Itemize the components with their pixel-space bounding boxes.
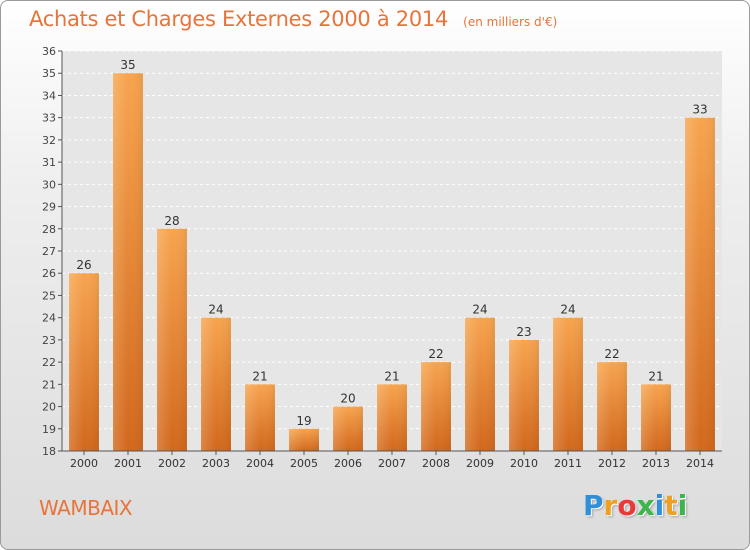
y-tick-label: 22 — [42, 356, 56, 369]
bar-shine — [377, 384, 407, 451]
y-tick-label: 36 — [42, 45, 56, 58]
x-tick-label: 2009 — [466, 457, 494, 470]
bar-2012 — [597, 362, 627, 451]
bar-2002 — [157, 228, 187, 451]
data-label: 20 — [340, 392, 355, 406]
bar-shine — [597, 362, 627, 451]
data-label: 24 — [560, 303, 575, 317]
bar-shine — [421, 362, 451, 451]
logo-letter: t — [664, 489, 678, 522]
x-tick-label: 2005 — [290, 457, 318, 470]
bar-shine — [465, 317, 495, 451]
bar-shine — [69, 273, 99, 451]
y-tick-label: 31 — [42, 156, 56, 169]
x-tick-label: 2014 — [686, 457, 714, 470]
title-row: Achats et Charges Externes 2000 à 2014 (… — [29, 7, 557, 31]
logo-letter: P — [583, 489, 604, 522]
data-label: 28 — [164, 214, 179, 228]
data-label: 24 — [208, 303, 223, 317]
x-tick-label: 2010 — [510, 457, 538, 470]
y-tick-label: 27 — [42, 245, 56, 258]
bar-2006 — [333, 406, 363, 451]
y-tick-label: 20 — [42, 401, 56, 414]
y-tick-label: 24 — [42, 312, 56, 325]
y-tick-label: 21 — [42, 378, 56, 391]
y-tick-label: 29 — [42, 201, 56, 214]
x-tick-label: 2006 — [334, 457, 362, 470]
x-tick-label: 2002 — [158, 457, 186, 470]
y-tick-label: 35 — [42, 67, 56, 80]
data-label: 26 — [76, 258, 91, 272]
data-label: 22 — [604, 347, 619, 361]
y-tick-label: 30 — [42, 178, 56, 191]
logo-letter: o — [617, 489, 637, 522]
logo-letter: i — [654, 489, 665, 522]
x-tick-label: 2008 — [422, 457, 450, 470]
bar-shine — [509, 339, 539, 451]
bar-2000 — [69, 273, 99, 451]
bars — [69, 73, 715, 452]
bar-2014 — [685, 117, 715, 452]
y-tick-label: 25 — [42, 289, 56, 302]
proxiti-logo: Proxiti — [583, 489, 687, 522]
bar-2004 — [245, 384, 275, 451]
y-axis-ticks: 18 19 20 21 22 23 24 25 26 27 28 29 30 31 32 33 34 35 36 — [42, 45, 62, 458]
bar-2013 — [641, 384, 671, 451]
bar-shine — [685, 117, 715, 452]
y-tick-label: 23 — [42, 334, 56, 347]
bar-2003 — [201, 317, 231, 451]
bar-shine — [333, 406, 363, 451]
bar-2008 — [421, 362, 451, 451]
x-tick-label: 2011 — [554, 457, 582, 470]
y-tick-label: 18 — [42, 445, 56, 458]
logo-letter: r — [603, 489, 618, 522]
y-tick-label: 28 — [42, 223, 56, 236]
x-tick-label: 2004 — [246, 457, 274, 470]
commune-name: WAMBAIX — [39, 496, 133, 520]
bar-2007 — [377, 384, 407, 451]
x-tick-label: 2000 — [70, 457, 98, 470]
data-labels: 26 35 28 24 21 19 20 21 22 24 23 24 22 21 33 — [76, 58, 707, 428]
bar-2009 — [465, 317, 495, 451]
x-tick-label: 2001 — [114, 457, 142, 470]
logo-letter: x — [636, 489, 655, 522]
y-tick-label: 26 — [42, 267, 56, 280]
y-tick-label: 34 — [42, 89, 56, 102]
data-label: 19 — [296, 414, 311, 428]
x-axis-ticks: 2000 2001 2002 2003 2004 2005 2006 2007 2008 2009… — [70, 451, 714, 470]
bar-shine — [113, 73, 143, 451]
data-label: 21 — [648, 369, 663, 383]
x-tick-label: 2003 — [202, 457, 230, 470]
data-label: 35 — [120, 58, 135, 72]
chart-title: Achats et Charges Externes 2000 à 2014 — [29, 7, 449, 31]
bar-shine — [201, 317, 231, 451]
data-label: 23 — [516, 325, 531, 339]
bar-shine — [641, 384, 671, 451]
logo-letter: i — [677, 489, 688, 522]
y-tick-label: 33 — [42, 112, 56, 125]
bar-shine — [553, 317, 583, 451]
x-tick-label: 2012 — [598, 457, 626, 470]
data-label: 24 — [472, 303, 487, 317]
bar-2005 — [289, 428, 319, 451]
y-tick-label: 19 — [42, 423, 56, 436]
y-tick-label: 32 — [42, 134, 56, 147]
bar-shine — [289, 428, 319, 451]
x-tick-label: 2007 — [378, 457, 406, 470]
data-label: 22 — [428, 347, 443, 361]
data-label: 21 — [252, 369, 267, 383]
bar-shine — [157, 228, 187, 451]
bar-2011 — [553, 317, 583, 451]
data-label: 33 — [692, 103, 707, 117]
bar-shine — [245, 384, 275, 451]
bar-2001 — [113, 73, 143, 451]
x-tick-label: 2013 — [642, 457, 670, 470]
data-label: 21 — [384, 369, 399, 383]
bar-2010 — [509, 339, 539, 451]
chart-unit-note: (en milliers d'€) — [463, 15, 558, 29]
